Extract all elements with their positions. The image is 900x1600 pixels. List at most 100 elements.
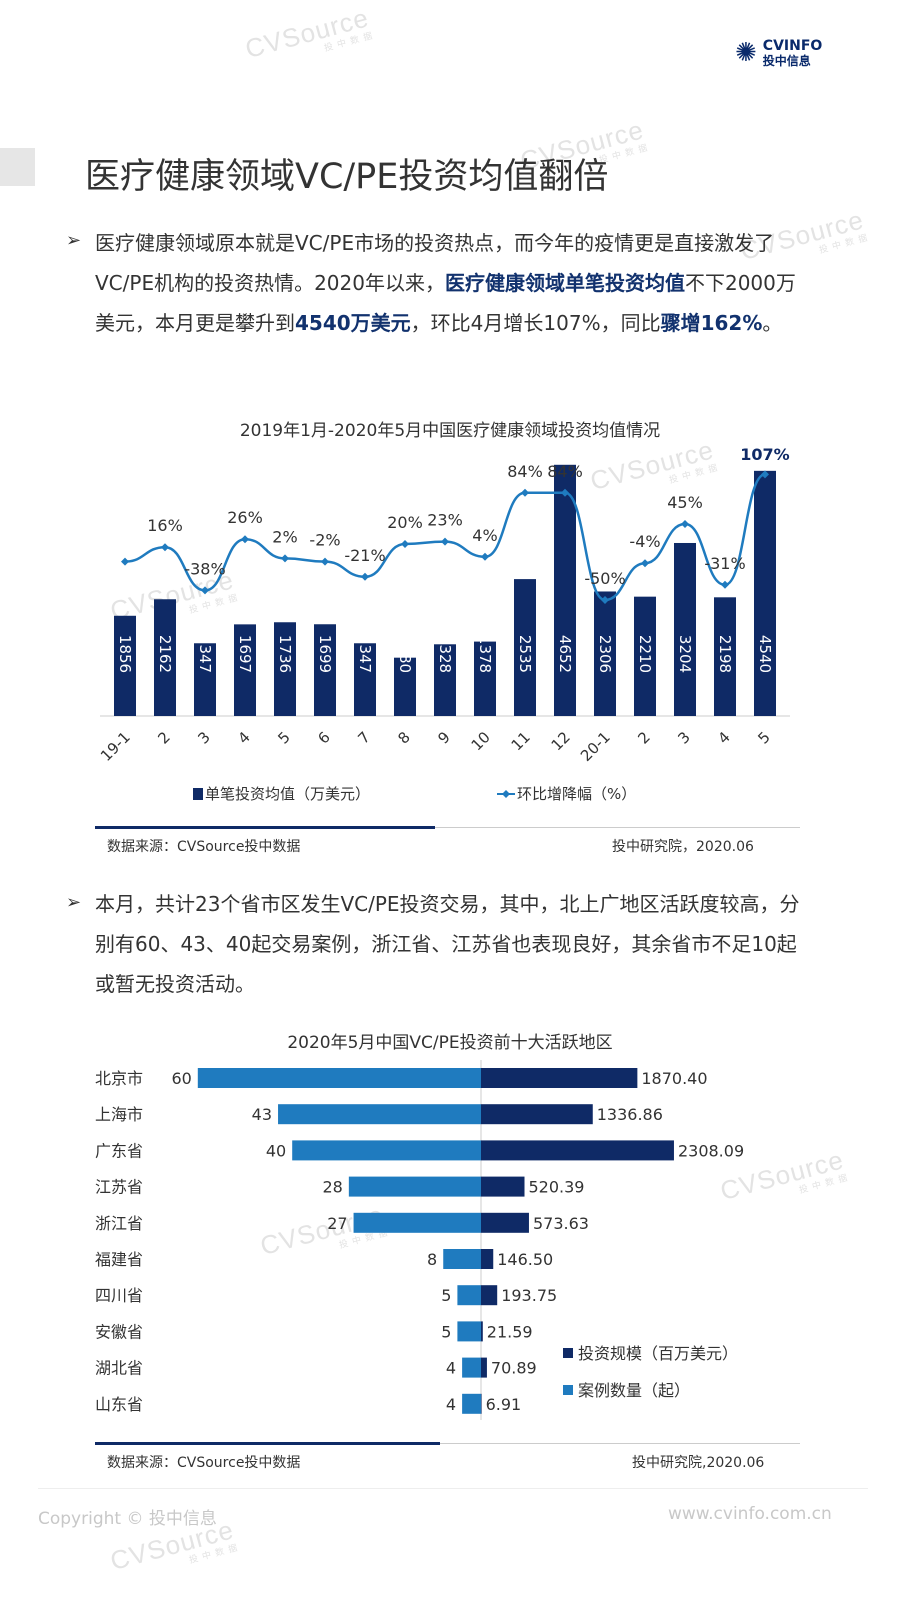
investment-bar xyxy=(481,1357,487,1378)
chart1: 1856 19-1 2162 2 1347 3 1697 4 1736 5 1699 6 1347 7 10… xyxy=(97,445,790,803)
bar xyxy=(354,643,376,716)
investment-label: 1870.40 xyxy=(641,1069,707,1088)
case-count-bar xyxy=(462,1357,481,1378)
line-value-label: 84% xyxy=(507,462,543,481)
bar xyxy=(194,643,216,716)
bar xyxy=(474,641,496,716)
title-accent xyxy=(0,148,35,186)
region-label: 湖北省 xyxy=(95,1359,143,1378)
line-marker xyxy=(401,540,409,548)
bar-value-label: 2535 xyxy=(516,635,534,673)
x-tick-label: 4 xyxy=(234,728,253,747)
case-count-label: 43 xyxy=(252,1105,272,1124)
x-tick-label: 7 xyxy=(354,728,373,747)
case-count-label: 8 xyxy=(427,1250,437,1269)
region-label: 四川省 xyxy=(95,1286,143,1305)
chart1-title: 2019年1月-2020年5月中国医疗健康领域投资均值情况 xyxy=(239,421,661,441)
investment-label: 146.50 xyxy=(497,1250,553,1269)
legend-line-label: 环比增降幅（%） xyxy=(517,785,636,803)
line-value-label: -2% xyxy=(309,531,340,550)
source-note: 数据来源：CVSource投中数据 xyxy=(107,839,301,855)
bar-value-label: 2306 xyxy=(596,635,614,673)
bar-value-label: 3204 xyxy=(676,635,694,673)
bar xyxy=(714,597,736,716)
copyright: Copyright © 投中信息 xyxy=(38,1509,217,1529)
watermark: CVSource 投 中 数 据 xyxy=(241,2,375,65)
bar-value-label: 4540 xyxy=(756,635,774,673)
line-marker xyxy=(441,537,449,546)
investment-bar xyxy=(481,1393,482,1414)
investment-bar xyxy=(481,1321,483,1342)
bar xyxy=(554,464,576,716)
footer-divider xyxy=(38,1488,868,1489)
line-marker xyxy=(601,596,609,604)
investment-label: 2308.09 xyxy=(678,1141,744,1160)
legend-investment-swatch xyxy=(563,1348,573,1358)
investment-bar xyxy=(481,1249,494,1269)
divider xyxy=(95,826,435,829)
investment-label: 573.63 xyxy=(533,1214,589,1233)
line-value-label: -50% xyxy=(584,569,625,588)
investment-bar xyxy=(481,1140,674,1161)
region-paragraph: 本月，共计23个省市区发生VC/PE投资交易，其中，北上广地区活跃度较高，分别有… xyxy=(95,892,800,996)
case-count-label: 4 xyxy=(446,1395,456,1414)
region-label: 浙江省 xyxy=(95,1214,143,1233)
investment-bar xyxy=(481,1212,529,1233)
bar xyxy=(634,596,656,716)
line-value-label: 23% xyxy=(427,511,463,530)
x-tick-label: 6 xyxy=(314,728,333,747)
divider xyxy=(95,1442,440,1445)
region-label: 广东省 xyxy=(95,1141,143,1160)
bar-value-label: 1736 xyxy=(276,635,294,673)
chart2-title: 2020年5月中国VC/PE投资前十大活跃地区 xyxy=(287,1033,613,1053)
line-value-label: 45% xyxy=(667,493,703,512)
intro-paragraph: 医疗健康领域原本就是VC/PE市场的投资热点，而今年的疫情更是直接激发了VC/P… xyxy=(95,231,796,335)
investment-label: 520.39 xyxy=(529,1178,585,1197)
line-marker xyxy=(481,552,489,561)
bar-value-label: 1080 xyxy=(396,635,414,673)
bar-value-label: 1328 xyxy=(436,635,454,673)
bar-value-label: 1699 xyxy=(316,635,334,673)
cvinfo-logo: ✺ CVINFO 投中信息 xyxy=(735,38,823,68)
line-value-label: 2% xyxy=(272,527,297,546)
case-count-bar xyxy=(462,1393,481,1414)
case-count-bar xyxy=(457,1285,481,1306)
line-marker xyxy=(681,520,689,528)
line-value-label: -21% xyxy=(344,546,385,565)
bar xyxy=(594,591,616,716)
case-count-bar xyxy=(197,1068,482,1088)
line-value-label: -31% xyxy=(704,554,745,573)
x-tick-label: 2 xyxy=(634,728,653,747)
line-marker xyxy=(321,557,329,566)
line-marker xyxy=(361,572,369,581)
legend-investment-label: 投资规模（百万美元） xyxy=(578,1344,738,1363)
line-marker xyxy=(761,470,769,479)
case-count-bar xyxy=(278,1104,481,1125)
bar xyxy=(274,622,296,716)
line-value-label: 84% xyxy=(547,462,583,481)
legend-bar-swatch xyxy=(193,788,203,800)
investment-label: 70.89 xyxy=(491,1359,537,1378)
x-tick-label: 5 xyxy=(274,728,293,747)
bullet-arrow-icon: ➢ xyxy=(66,230,82,251)
x-tick-label: 19-1 xyxy=(97,728,134,765)
case-count-label: 5 xyxy=(441,1322,451,1341)
investment-label: 193.75 xyxy=(501,1286,557,1305)
investment-bar xyxy=(481,1068,638,1088)
x-tick-label: 4 xyxy=(714,728,733,747)
investment-label: 21.59 xyxy=(487,1322,533,1341)
bar-value-label: 1347 xyxy=(196,635,214,673)
line-marker xyxy=(721,580,729,589)
credit-note: 投中研究院，2020.06 xyxy=(612,839,754,855)
bar-value-label: 2198 xyxy=(716,635,734,673)
case-count-bar xyxy=(348,1176,481,1197)
line-value-label: 4% xyxy=(472,526,497,545)
bar xyxy=(514,579,536,716)
region-label: 安徽省 xyxy=(95,1322,143,1341)
website-link[interactable]: www.cvinfo.com.cn xyxy=(668,1504,832,1524)
case-count-bar xyxy=(443,1249,481,1269)
x-tick-label: 3 xyxy=(194,728,213,747)
region-label: 江苏省 xyxy=(95,1178,143,1197)
case-count-label: 28 xyxy=(322,1178,342,1197)
line-marker xyxy=(241,535,249,544)
